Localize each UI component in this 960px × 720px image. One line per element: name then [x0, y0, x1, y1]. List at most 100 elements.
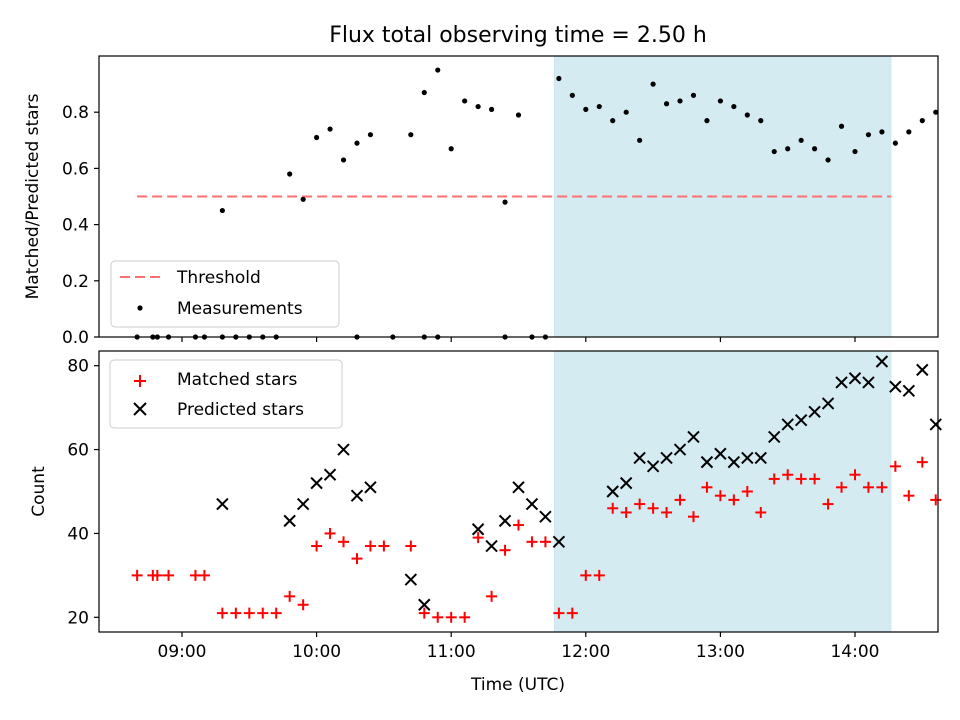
predicted-legend-marker	[133, 402, 147, 416]
predicted-star-point	[619, 476, 633, 490]
count-plot-frame	[98, 350, 939, 633]
matched-star-point	[338, 536, 350, 548]
matched-legend-marker	[134, 375, 146, 387]
predicted-star-point	[337, 443, 350, 456]
matched-star-point	[459, 611, 471, 623]
matched-star-point	[661, 506, 673, 518]
ratio-y-tick-label: 0.2	[62, 272, 89, 292]
observing-window-highlight	[553, 350, 892, 633]
matched-star-point	[862, 481, 874, 493]
predicted-star-point	[889, 380, 902, 393]
predicted-star-point	[485, 539, 498, 553]
measurements-legend-label: Measurements	[177, 299, 303, 319]
matched-star-point	[270, 607, 282, 619]
ratio-y-tick-label: 0.4	[62, 216, 89, 236]
matched-star-point	[916, 456, 928, 468]
measurement-point	[785, 146, 791, 152]
matched-star-point	[378, 540, 390, 552]
matched-star-point	[351, 553, 363, 565]
measurement-point	[287, 171, 293, 177]
ratio-plot-frame	[98, 55, 939, 338]
measurement-point	[488, 106, 495, 112]
predicted-star-point	[902, 384, 916, 398]
measurement-point	[435, 67, 441, 73]
predicted-star-point	[646, 460, 660, 473]
predicted-star-point	[364, 481, 377, 494]
predicted-star-point	[633, 451, 646, 465]
measurement-point	[515, 112, 522, 118]
measurement-point	[569, 92, 575, 98]
matched-star-point	[284, 590, 296, 602]
measurement-point	[354, 140, 360, 146]
predicted-star-point	[296, 497, 310, 511]
matched-star-point	[151, 569, 163, 581]
matched-star-point	[849, 469, 861, 481]
matched-star-point	[311, 540, 323, 552]
measurement-point	[475, 103, 481, 110]
matched-star-point	[755, 506, 767, 518]
matched-star-point	[243, 607, 255, 619]
matched-star-point	[553, 607, 565, 619]
matched-star-point	[620, 506, 632, 518]
predicted-star-point	[552, 535, 566, 549]
predicted-star-point	[687, 430, 700, 444]
matched-star-point	[889, 460, 901, 472]
measurement-point	[421, 89, 427, 96]
matched-star-point	[230, 607, 242, 619]
matched-star-point	[647, 502, 659, 514]
predicted-legend-label: Predicted stars	[177, 400, 304, 420]
measurement-point	[892, 140, 898, 146]
measurement-point	[327, 126, 333, 132]
predicted-star-point	[916, 363, 929, 377]
measurement-point	[677, 98, 683, 104]
predicted-star-point	[310, 476, 323, 490]
measurement-point	[462, 98, 468, 104]
matched-star-point	[607, 502, 619, 514]
predicted-star-point	[323, 468, 337, 481]
measurement-point	[408, 132, 414, 138]
matched-star-point	[418, 607, 430, 619]
matched-star-point	[432, 611, 444, 623]
matched-star-point	[714, 490, 726, 502]
threshold-legend-label: Threshold	[176, 268, 261, 288]
measurement-point	[879, 129, 885, 135]
matched-star-point	[364, 540, 376, 552]
measurement-point	[367, 132, 374, 138]
matched-star-point	[701, 481, 713, 493]
predicted-star-point	[606, 485, 619, 498]
ratio-plot: 0.00.20.40.60.8 Matched/Predicted stars …	[23, 55, 939, 348]
matched-star-point	[445, 611, 457, 623]
x-tick-label: 14:00	[830, 642, 879, 662]
x-tick-label: 13:00	[696, 642, 745, 662]
ratio-y-axis-label: Matched/Predicted stars	[23, 93, 43, 299]
matched-star-point	[539, 536, 551, 548]
count-plot: 20 40 60 80 09:00 10:00 11:00 12:00 13:00 14:00 C…	[29, 350, 942, 695]
matched-star-point	[593, 569, 605, 581]
measurement-point	[300, 196, 306, 202]
matched-legend-label: Matched stars	[177, 370, 297, 390]
measurement-point	[812, 146, 818, 152]
count-y-axis-label: Count	[29, 466, 49, 517]
measurement-point	[838, 123, 845, 129]
matched-star-point	[674, 494, 686, 506]
measurement-point	[340, 157, 347, 163]
measurement-point	[314, 134, 320, 141]
predicted-star-point	[875, 355, 889, 368]
predicted-star-point	[512, 481, 525, 494]
predicted-star-point	[714, 447, 727, 460]
predicted-star-point	[727, 455, 741, 469]
matched-star-point	[836, 481, 848, 493]
predicted-star-point	[808, 405, 821, 419]
predicted-star-point	[498, 514, 512, 528]
predicted-star-point	[929, 418, 942, 431]
matched-star-point	[903, 490, 915, 502]
matched-star-point	[486, 590, 498, 602]
measurement-point	[771, 148, 777, 155]
x-tick-label: 12:00	[561, 642, 610, 662]
measurement-point	[663, 101, 670, 107]
matched-star-point	[472, 532, 484, 544]
chart-title: Flux total observing time = 2.50 h	[329, 23, 707, 48]
count-y-tick-label: 40	[67, 524, 89, 544]
measurement-point	[448, 146, 454, 152]
matched-star-point	[324, 527, 336, 539]
